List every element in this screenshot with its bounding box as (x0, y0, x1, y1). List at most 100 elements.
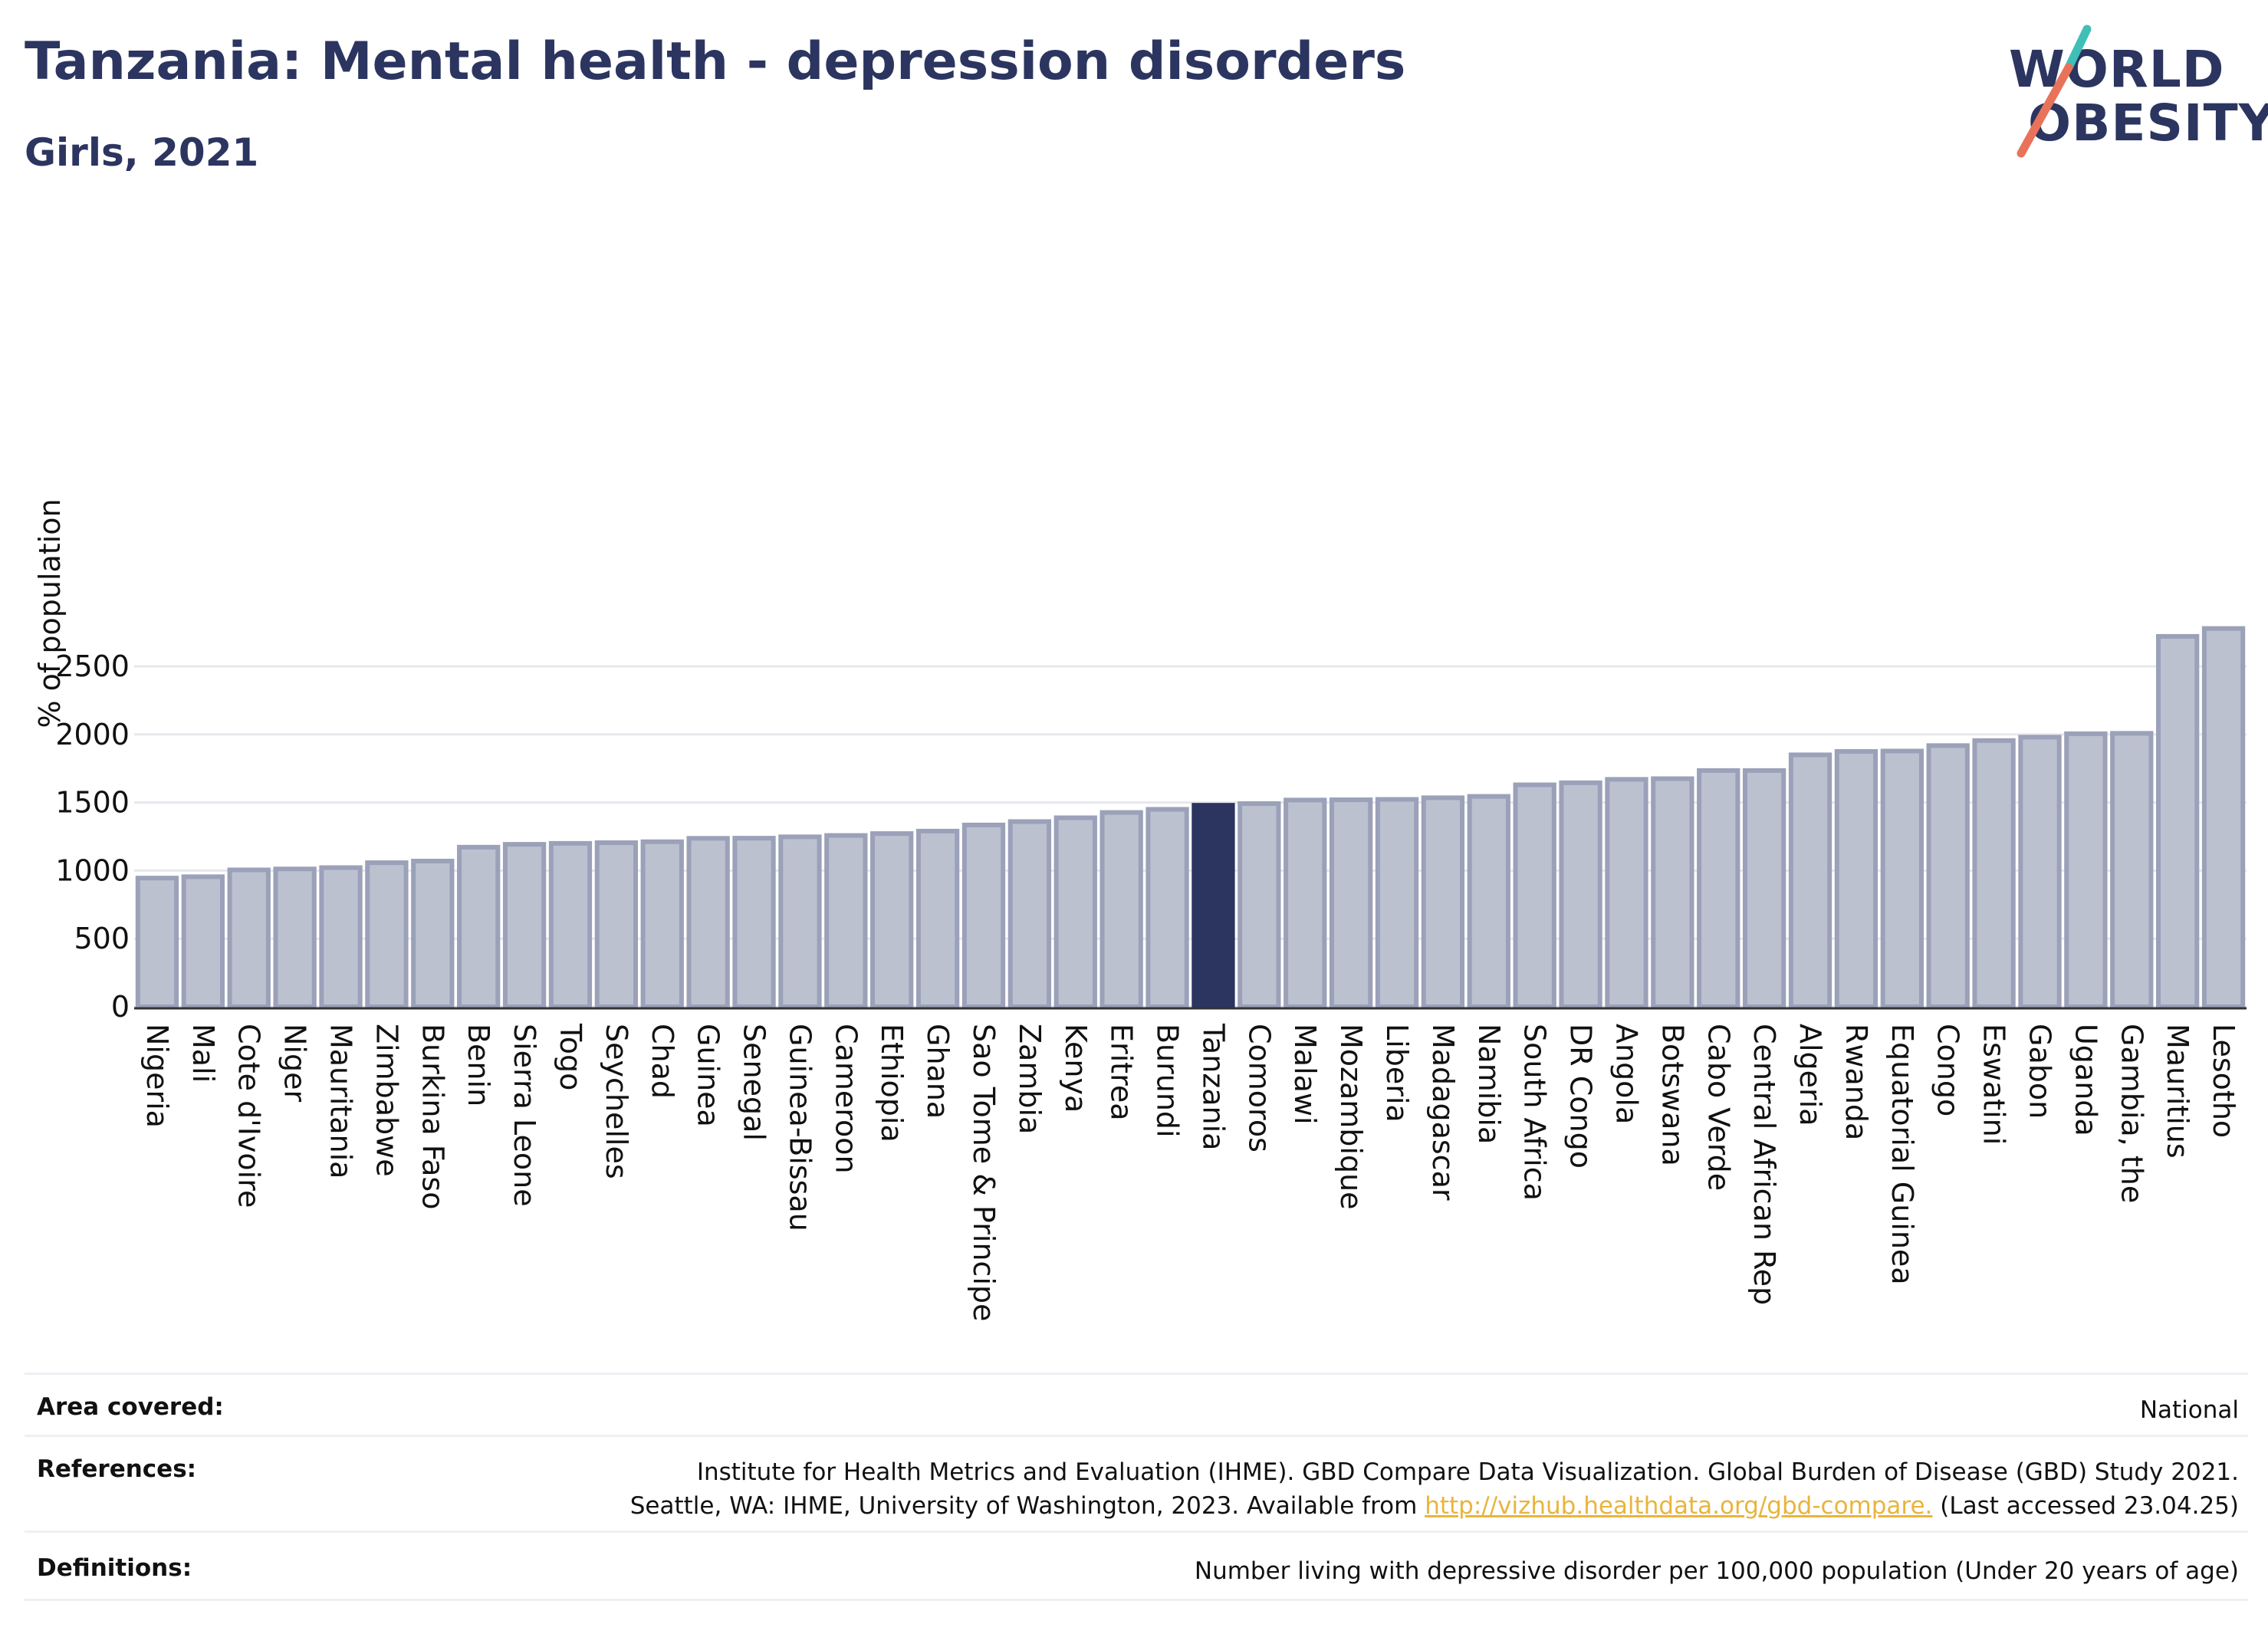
x-tick-label: Guinea (692, 1024, 725, 1127)
x-tick-label: Central African Rep (1747, 1024, 1781, 1305)
bar-gambia-the[interactable] (2110, 731, 2154, 1009)
references-line-2-text: Seattle, WA: IHME, University of Washing… (629, 1492, 1425, 1521)
bar-niger[interactable] (273, 866, 317, 1009)
logo-slash-icon (2017, 25, 2092, 158)
x-tick-label: Zambia (1013, 1024, 1047, 1134)
bar-malawi[interactable] (1284, 797, 1327, 1009)
bar-gabon[interactable] (2018, 735, 2062, 1009)
references-label: References: (37, 1455, 197, 1484)
footer-row-area: Area covered: National (25, 1373, 2248, 1435)
bar-eswatini[interactable] (1972, 738, 2016, 1009)
bar-cameroon[interactable] (824, 833, 868, 1010)
bar-guinea[interactable] (686, 836, 730, 1009)
definitions-value: Number living with depressive disorder p… (1194, 1557, 2239, 1586)
bar-dr-congo[interactable] (1559, 780, 1602, 1010)
bar-comoros[interactable] (1238, 801, 1281, 1009)
references-link[interactable]: http://vizhub.healthdata.org/gbd-compare… (1425, 1492, 1933, 1521)
x-tick-label: Sao Tome & Principe (967, 1024, 1001, 1321)
y-tick-label: 500 (74, 922, 130, 955)
bar-sierra-leone[interactable] (502, 842, 547, 1010)
bar-algeria[interactable] (1788, 752, 1832, 1009)
bar-burkina-faso[interactable] (411, 858, 455, 1010)
bar-kenya[interactable] (1053, 815, 1097, 1010)
chart-title: Tanzania: Mental health - depression dis… (25, 31, 1406, 92)
bar-benin[interactable] (457, 844, 501, 1009)
bar-uganda[interactable] (2064, 731, 2108, 1009)
bar-rwanda[interactable] (1834, 749, 1878, 1009)
footer-row-definitions: Definitions: Number living with depressi… (25, 1530, 2248, 1602)
x-tick-label: Chad (646, 1024, 679, 1099)
bar-senegal[interactable] (732, 836, 776, 1010)
bar-congo[interactable] (1926, 743, 1970, 1010)
logo-line-2: OBESITY (2028, 94, 2268, 153)
x-tick-label: Niger (278, 1024, 312, 1102)
bar-central-african-rep[interactable] (1742, 768, 1786, 1009)
x-tick-label: Seychelles (600, 1024, 633, 1179)
bar-mauritius[interactable] (2156, 633, 2200, 1009)
x-tick-label: Eritrea (1105, 1024, 1139, 1121)
bar-seychelles[interactable] (594, 840, 639, 1009)
bar-ghana[interactable] (915, 828, 960, 1009)
x-tick-label: Liberia (1380, 1024, 1414, 1123)
x-tick-label: Angola (1609, 1024, 1643, 1124)
x-tick-label: Malawi (1288, 1024, 1322, 1125)
x-tick-label: Gambia, the (2115, 1024, 2148, 1203)
bar-cote-d-ivoire[interactable] (227, 867, 271, 1010)
bar-zambia[interactable] (1007, 819, 1052, 1009)
definitions-label: Definitions: (37, 1554, 192, 1583)
bar-burundi[interactable] (1146, 807, 1189, 1009)
x-tick-label: Benin (462, 1024, 495, 1106)
bar-zimbabwe[interactable] (365, 860, 409, 1009)
y-tick-label: 1500 (55, 786, 130, 820)
bar-nigeria[interactable] (135, 876, 179, 1010)
x-tick-label: Sierra Leone (508, 1024, 541, 1207)
bar-mali[interactable] (181, 874, 225, 1010)
x-tick-label: Cabo Verde (1701, 1024, 1735, 1191)
bar-equatorial-guinea[interactable] (1880, 748, 1924, 1010)
x-tick-label: Togo (554, 1023, 587, 1090)
references-line-1: Institute for Health Metrics and Evaluat… (696, 1458, 2239, 1487)
bar-togo[interactable] (548, 840, 593, 1009)
y-tick-label: 2500 (55, 649, 130, 683)
logo-line-1: WORLD (2009, 40, 2225, 99)
x-tick-label: Mozambique (1334, 1024, 1368, 1210)
y-tick-label: 0 (111, 990, 130, 1024)
references-line-2: Seattle, WA: IHME, University of Washing… (630, 1489, 2239, 1523)
bar-angola[interactable] (1605, 777, 1648, 1010)
bar-botswana[interactable] (1651, 776, 1694, 1010)
footer-row-references: References: Institute for Health Metrics… (25, 1435, 2248, 1530)
x-tick-label: Cameroon (829, 1024, 863, 1174)
x-tick-label: Tanzania (1196, 1023, 1230, 1150)
x-tick-label: Botswana (1655, 1024, 1689, 1166)
references-value: Institute for Health Metrics and Evaluat… (630, 1455, 2248, 1523)
bar-cabo-verde[interactable] (1697, 768, 1740, 1009)
x-tick-label: Nigeria (140, 1024, 174, 1128)
bar-liberia[interactable] (1375, 797, 1419, 1009)
x-tick-label: Madagascar (1426, 1024, 1460, 1201)
bar-eritrea[interactable] (1099, 810, 1143, 1010)
y-tick-label: 2000 (55, 718, 130, 751)
x-tick-label: Namibia (1472, 1024, 1506, 1144)
chart-footer: Area covered: National References: Insti… (25, 1373, 2248, 1602)
x-tick-label: Gabon (2023, 1024, 2056, 1119)
x-tick-label: Eswatini (1977, 1024, 2011, 1145)
bar-namibia[interactable] (1467, 794, 1510, 1009)
bar-tanzania[interactable] (1192, 803, 1235, 1009)
bar-guinea-bissau[interactable] (778, 834, 822, 1010)
area-covered-value: National (2139, 1396, 2239, 1424)
bar-ethiopia[interactable] (870, 831, 914, 1009)
bar-lesotho[interactable] (2201, 626, 2246, 1009)
x-tick-label: Congo (1931, 1024, 1965, 1116)
x-tick-label: DR Congo (1564, 1024, 1598, 1169)
bar-mozambique[interactable] (1329, 797, 1373, 1009)
bar-madagascar[interactable] (1421, 795, 1465, 1009)
x-tick-label: Cote d'Ivoire (232, 1024, 266, 1208)
bar-sao-tome-principe[interactable] (961, 822, 1006, 1009)
x-tick-label: Burundi (1151, 1024, 1185, 1138)
bar-chad[interactable] (640, 839, 684, 1009)
x-tick-label: Mauritius (2161, 1024, 2194, 1159)
x-tick-label: Mauritania (324, 1024, 358, 1179)
bar-mauritania[interactable] (319, 865, 363, 1009)
chart-subtitle: Girls, 2021 (25, 130, 259, 175)
bar-south-africa[interactable] (1513, 782, 1556, 1010)
